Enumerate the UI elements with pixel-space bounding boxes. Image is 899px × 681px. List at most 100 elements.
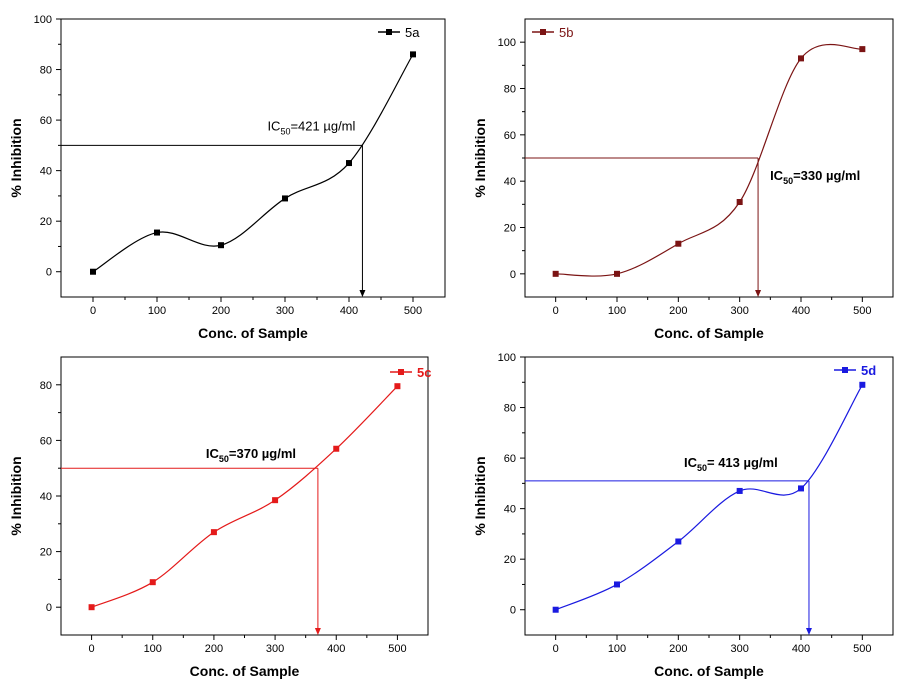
x-tick-label: 200 [669,643,687,655]
x-tick-label: 500 [388,643,406,655]
y-tick-label: 0 [46,267,52,279]
data-point [552,270,559,277]
data-point [736,487,743,494]
legend-marker [386,29,392,35]
y-tick-label: 80 [504,84,516,96]
data-point [614,581,620,588]
y-tick-label: 80 [40,380,52,392]
y-tick-label: 60 [504,453,516,465]
x-tick-label: 0 [553,305,559,317]
x-axis-title: Conc. of Sample [198,325,308,341]
series-line-5d [555,384,863,611]
x-tick-label: 400 [340,305,358,317]
x-tick-label: 400 [792,643,810,655]
y-tick-label: 40 [40,166,52,178]
x-tick-label: 200 [212,305,230,317]
x-tick-label: 300 [276,305,294,317]
x-axis-title: Conc. of Sample [654,663,764,679]
y-axis-title: % Inhibition [472,456,488,535]
data-point [210,529,217,536]
y-tick-label: 20 [40,547,52,559]
y-tick-label: 0 [46,602,52,614]
x-tick-label: 100 [148,305,166,317]
series-line-5a [92,54,414,273]
ic50-arrow-icon [755,290,762,297]
y-tick-label: 0 [510,605,516,617]
plot-frame [524,356,894,636]
series-line-5b [555,43,863,277]
y-tick-label: 80 [40,65,52,77]
chart-panel-top-right: 0 100 200 300 400 500 0 20 40 60 80 100 Conc. of Sam… [472,18,894,341]
x-tick-label: 200 [205,643,223,655]
ic50-arrow-icon [314,628,321,635]
y-tick-label: 20 [504,223,516,235]
ic50-label: IC50=421 µg/ml [267,118,355,136]
y-tick-label: 60 [40,115,52,127]
y-tick-label: 20 [40,216,52,228]
y-tick-label: 40 [504,504,516,516]
x-axis-title: Conc. of Sample [190,663,300,679]
data-point [333,445,340,452]
plot-frame [60,356,429,636]
x-tick-label: 300 [730,305,748,317]
x-tick-label: 0 [89,643,95,655]
x-tick-label: 100 [608,305,626,317]
y-tick-label: 40 [504,176,516,188]
x-tick-label: 500 [853,643,871,655]
y-axis-title: % Inhibition [472,118,488,197]
ic50-label: IC50= 413 µg/ml [684,455,778,473]
plot-frame [60,18,446,298]
legend-marker [540,29,546,35]
data-point [410,51,416,58]
x-tick-label: 500 [853,305,871,317]
chart-panel-bottom-left: 0 100 200 300 400 500 0 20 40 60 80 Conc. of Sample… [8,356,431,679]
data-point [149,579,156,586]
data-point [675,538,682,545]
ic50-arrow-icon [359,290,366,297]
x-tick-label: 400 [792,305,810,317]
x-tick-label: 500 [404,305,422,317]
y-tick-label: 0 [510,269,516,281]
data-point [154,229,160,236]
data-point [394,383,401,390]
series-line-5c [91,385,398,608]
y-axis-title: % Inhibition [8,118,24,197]
ic50-label: IC50=330 µg/ml [770,168,860,186]
y-tick-label: 20 [504,554,516,566]
legend-marker [398,369,404,375]
data-point [614,270,620,277]
y-axis-title: % Inhibition [8,456,24,535]
data-point [90,268,96,275]
data-point [346,160,352,167]
data-point [282,195,288,202]
legend-marker [842,367,848,373]
data-point [859,46,866,53]
data-point [798,485,804,492]
y-tick-label: 100 [498,352,516,364]
ic50-label: IC50=370 µg/ml [206,446,296,464]
data-point [736,199,743,206]
x-tick-label: 400 [327,643,345,655]
x-tick-label: 300 [266,643,284,655]
x-tick-label: 0 [90,305,96,317]
data-point [218,242,224,249]
x-tick-label: 100 [144,643,162,655]
x-tick-label: 200 [669,305,687,317]
chart-panel-top-left: 0 100 200 300 400 500 0 20 40 60 80 100 Conc. of Sam… [8,14,446,341]
ic50-arrow-icon [805,628,812,635]
x-tick-label: 300 [730,643,748,655]
data-point [272,497,279,504]
x-axis-title: Conc. of Sample [654,325,764,341]
legend-label: 5c [417,365,431,380]
x-tick-label: 100 [608,643,626,655]
legend-label: 5d [861,363,876,378]
y-tick-label: 60 [40,435,52,447]
legend-label: 5b [559,25,573,40]
y-tick-label: 60 [504,130,516,142]
chart-panel-bottom-right: 0 100 200 300 400 500 0 20 40 60 80 100 Conc. of Sam… [472,352,894,679]
y-tick-label: 100 [498,37,516,49]
data-point [798,55,804,62]
data-point [88,604,95,611]
y-tick-label: 40 [40,491,52,503]
legend-label: 5a [405,25,420,40]
